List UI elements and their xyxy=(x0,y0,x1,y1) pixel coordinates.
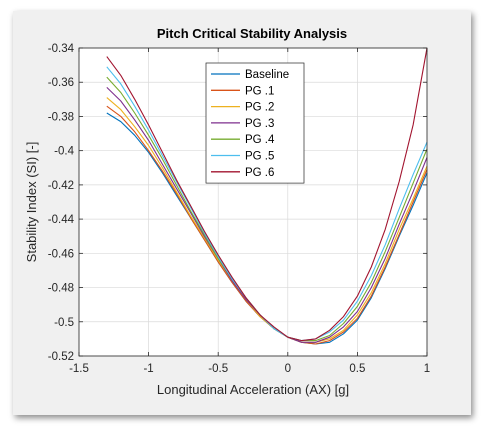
axis-ticks: -1.5 -1 -0.5 0 0.5 1 -0.52 -0.5 -0.48 -0.46 -0.44 -… xyxy=(48,43,430,375)
y-tick-label: -0.36 xyxy=(48,77,74,89)
legend-label: PG .2 xyxy=(245,102,274,114)
y-tick-label: -0.34 xyxy=(48,43,75,55)
legend-label: PG .1 xyxy=(245,85,274,97)
x-tick-label: -0.5 xyxy=(208,363,228,375)
y-tick-label: -0.48 xyxy=(48,283,74,295)
y-tick-label: -0.44 xyxy=(48,214,75,226)
y-tick-label: -0.46 xyxy=(48,248,74,260)
y-tick-label: -0.38 xyxy=(48,111,74,123)
chart-title: Pitch Critical Stability Analysis xyxy=(157,26,347,41)
series-lines xyxy=(106,47,428,345)
series-line xyxy=(106,97,428,343)
x-axis-title: Longitudinal Acceleration (AX) [g] xyxy=(157,382,349,397)
x-tick-label: -1 xyxy=(143,363,153,375)
legend: Baseline PG .1 PG .2 PG .3 PG .4 PG .5 PG .6 xyxy=(205,62,305,184)
y-tick-label: -0.4 xyxy=(54,146,74,158)
y-tick-label: -0.52 xyxy=(48,351,74,363)
figure-frame: Pitch Critical Stability Analysis -1.5 -1… xyxy=(13,11,471,415)
x-tick-label: 0.5 xyxy=(349,363,365,375)
y-tick-label: -0.42 xyxy=(48,180,74,192)
series-line xyxy=(106,66,428,342)
series-line xyxy=(106,47,428,342)
legend-label: PG .6 xyxy=(245,167,274,179)
legend-label: PG .4 xyxy=(245,134,275,146)
legend-label: Baseline xyxy=(245,69,289,81)
plot-box xyxy=(78,47,428,357)
y-axis-title: Stability Index (SI) [-] xyxy=(24,142,39,263)
y-tick-label: -0.5 xyxy=(54,317,74,329)
chart-svg: Pitch Critical Stability Analysis -1.5 -1… xyxy=(24,26,430,397)
x-tick-label: 1 xyxy=(424,363,430,375)
x-tick-label: -1.5 xyxy=(69,363,89,375)
x-tick-label: 0 xyxy=(285,363,291,375)
legend-label: PG .3 xyxy=(245,118,274,130)
legend-label: PG .5 xyxy=(245,151,274,163)
